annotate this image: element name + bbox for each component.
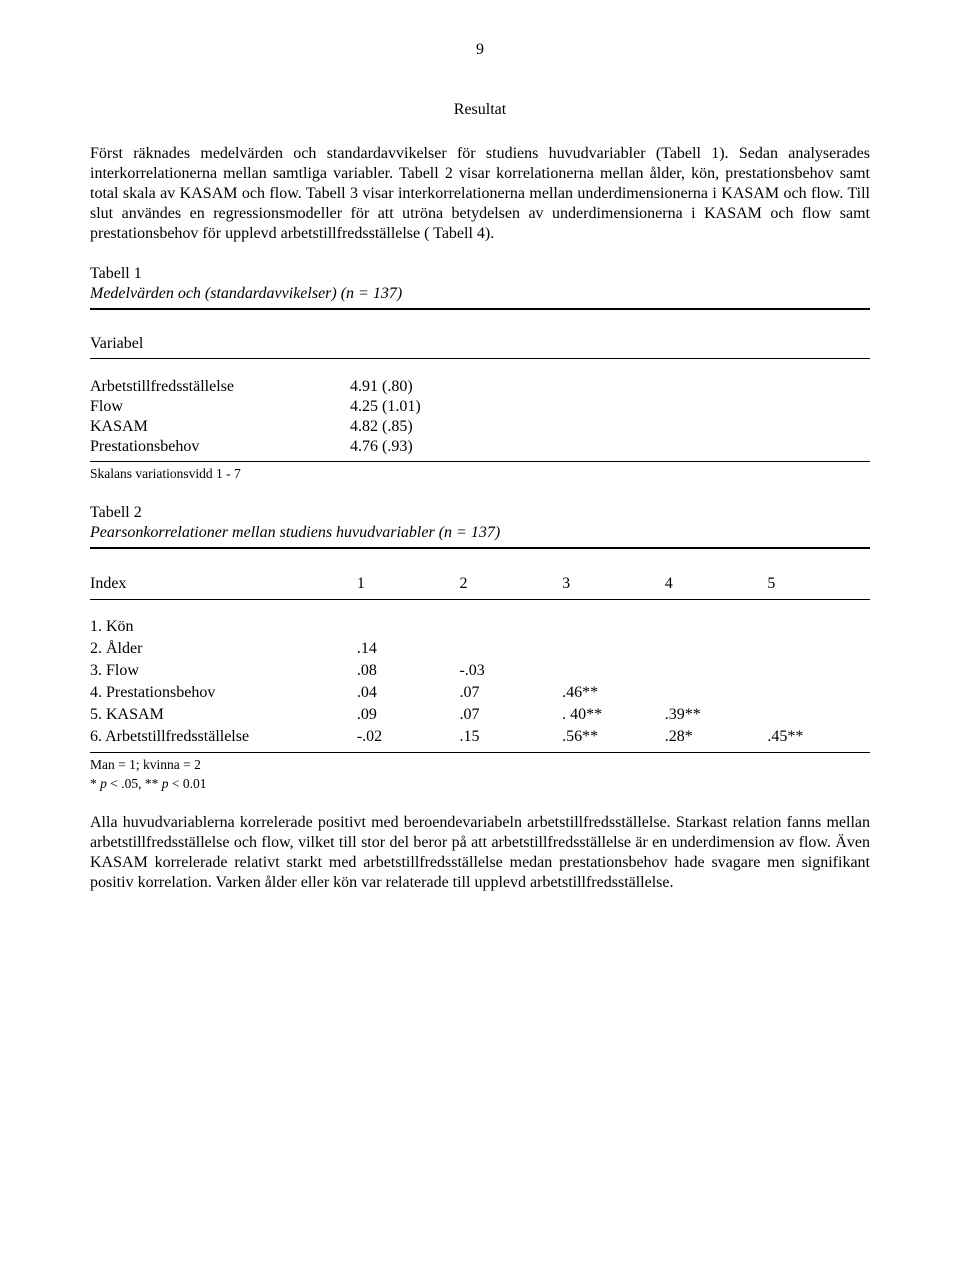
table2-cell xyxy=(767,660,870,682)
table2-cell xyxy=(459,616,562,638)
table2-cell: . 40** xyxy=(562,704,665,726)
table1-row-label: Flow xyxy=(90,397,350,417)
table2-cell xyxy=(665,682,768,704)
table2-header-row: Index 1 2 3 4 5 xyxy=(90,573,870,595)
intro-paragraph: Först räknades medelvärden och standarda… xyxy=(90,144,870,244)
table-row: Arbetstillfredsställelse 4.91 (.80) xyxy=(90,377,870,397)
table2-cell xyxy=(357,616,460,638)
table-row: KASAM 4.82 (.85) xyxy=(90,417,870,437)
table2-cell: .46** xyxy=(562,682,665,704)
table2-cell: .15 xyxy=(459,726,562,748)
table2-cell xyxy=(665,638,768,660)
table2-cell xyxy=(665,616,768,638)
table2-cell: .08 xyxy=(357,660,460,682)
table2-col-header: 2 xyxy=(459,573,562,595)
table1-row-label: Prestationsbehov xyxy=(90,437,350,457)
table2-row-label: 2. Ålder xyxy=(90,638,357,660)
page-number: 9 xyxy=(90,40,870,60)
table1-row-value: 4.82 (.85) xyxy=(350,417,870,437)
table1-caption: Medelvärden och (standardavvikelser) (n … xyxy=(90,284,870,304)
table2-cell xyxy=(767,616,870,638)
sig-p2: p xyxy=(162,776,169,791)
table2-cell: .09 xyxy=(357,704,460,726)
table2-row-label: 4. Prestationsbehov xyxy=(90,682,357,704)
table2-cell xyxy=(562,660,665,682)
table2-footnote-sig: * p < .05, ** p < 0.01 xyxy=(90,776,870,793)
table2-cell: -.03 xyxy=(459,660,562,682)
sig-suffix: < 0.01 xyxy=(169,776,207,791)
table2-caption: Pearsonkorrelationer mellan studiens huv… xyxy=(90,523,870,543)
table2-cell: .45** xyxy=(767,726,870,748)
table2-row-label: 6. Arbetstillfredsställelse xyxy=(90,726,357,748)
table2-header-rule xyxy=(90,599,870,600)
table-row: 4. Prestationsbehov .04 .07 .46** xyxy=(90,682,870,704)
table1-top-rule xyxy=(90,308,870,310)
table1-row-value: 4.76 (.93) xyxy=(350,437,870,457)
table-row: Flow 4.25 (1.01) xyxy=(90,397,870,417)
table2-bottom-rule xyxy=(90,752,870,753)
table-row: Prestationsbehov 4.76 (.93) xyxy=(90,437,870,457)
closing-paragraph: Alla huvudvariablerna korrelerade positi… xyxy=(90,813,870,893)
table2-cell xyxy=(665,660,768,682)
table1-label: Tabell 1 xyxy=(90,264,870,284)
table2-row-label: 3. Flow xyxy=(90,660,357,682)
table2-row-label: 1. Kön xyxy=(90,616,357,638)
table-row: 3. Flow .08 -.03 xyxy=(90,660,870,682)
table2-col-header: 4 xyxy=(665,573,768,595)
table2-cell xyxy=(767,704,870,726)
table2-cell xyxy=(459,638,562,660)
table2-col-header: 1 xyxy=(357,573,460,595)
table2-cell xyxy=(562,638,665,660)
table1-bottom-rule xyxy=(90,461,870,462)
table2-cell xyxy=(767,638,870,660)
table2-row-label: 5. KASAM xyxy=(90,704,357,726)
table2-cell: .04 xyxy=(357,682,460,704)
table2-cell: .28* xyxy=(665,726,768,748)
table-row: 5. KASAM .09 .07 . 40** .39** xyxy=(90,704,870,726)
section-title: Resultat xyxy=(90,100,870,120)
table2-cell: .39** xyxy=(665,704,768,726)
sig-prefix: * xyxy=(90,776,100,791)
table1-row-value: 4.25 (1.01) xyxy=(350,397,870,417)
table1-row-label: KASAM xyxy=(90,417,350,437)
table2-col-header: 3 xyxy=(562,573,665,595)
table2-cell: .07 xyxy=(459,704,562,726)
table2-cell: .14 xyxy=(357,638,460,660)
table1-row-value: 4.91 (.80) xyxy=(350,377,870,397)
table1-footnote: Skalans variationsvidd 1 - 7 xyxy=(90,466,870,483)
table1-header-rule xyxy=(90,358,870,359)
table2-cell: .56** xyxy=(562,726,665,748)
table1-header: Variabel xyxy=(90,334,870,354)
table-row: 2. Ålder .14 xyxy=(90,638,870,660)
table2-top-rule xyxy=(90,547,870,549)
sig-p1: p xyxy=(100,776,107,791)
table2-cell xyxy=(767,682,870,704)
table2-cell: -.02 xyxy=(357,726,460,748)
table2-col-header: 5 xyxy=(767,573,870,595)
table2-body: 1. Kön 2. Ålder .14 3. Flow .08 -.03 4. … xyxy=(90,616,870,748)
table-row: 6. Arbetstillfredsställelse -.02 .15 .56… xyxy=(90,726,870,748)
table2-footnote-coding: Man = 1; kvinna = 2 xyxy=(90,757,870,774)
table2-cell xyxy=(562,616,665,638)
spacer xyxy=(90,604,870,616)
table2-label: Tabell 2 xyxy=(90,503,870,523)
table1-row-label: Arbetstillfredsställelse xyxy=(90,377,350,397)
table-row: 1. Kön xyxy=(90,616,870,638)
table2-index-header: Index xyxy=(90,573,357,595)
sig-mid: < .05, ** xyxy=(107,776,162,791)
table2-cell: .07 xyxy=(459,682,562,704)
table1-body: Arbetstillfredsställelse 4.91 (.80) Flow… xyxy=(90,377,870,457)
